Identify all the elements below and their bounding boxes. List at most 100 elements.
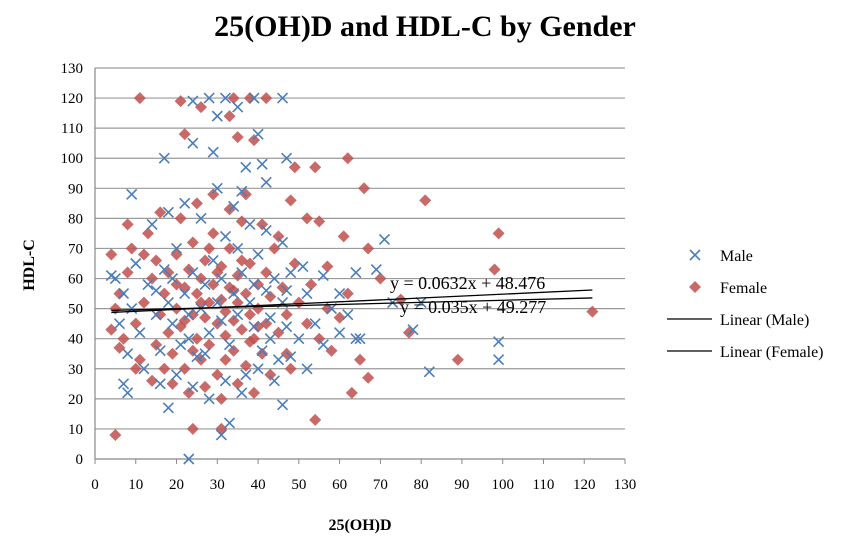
x-marker-icon xyxy=(264,333,276,345)
x-marker-icon xyxy=(187,95,199,107)
point-female xyxy=(219,329,232,342)
point-male xyxy=(187,95,199,107)
x-marker-icon xyxy=(187,381,199,393)
point-male xyxy=(232,101,244,113)
y-tick-label: 80 xyxy=(68,211,83,227)
point-female xyxy=(492,227,505,240)
x-marker-icon xyxy=(191,351,203,363)
point-female xyxy=(321,302,334,315)
point-female xyxy=(199,311,212,324)
point-male xyxy=(187,381,199,393)
x-marker-icon xyxy=(350,333,362,345)
x-marker-icon xyxy=(276,92,289,104)
x-marker-icon xyxy=(109,272,121,285)
y-tick-label: 100 xyxy=(61,151,84,167)
x-marker-icon xyxy=(219,375,232,387)
point-female xyxy=(170,278,183,291)
point-female xyxy=(203,296,216,309)
x-marker-icon xyxy=(493,354,505,366)
x-marker-icon xyxy=(228,288,240,300)
x-marker-icon xyxy=(407,324,419,336)
x-marker-icon xyxy=(183,309,195,321)
point-female xyxy=(158,287,171,300)
point-male xyxy=(493,336,505,348)
point-male xyxy=(276,92,289,104)
point-male xyxy=(248,92,260,104)
point-male xyxy=(154,378,166,390)
point-male xyxy=(154,345,166,357)
point-male xyxy=(130,257,142,270)
x-marker-icon xyxy=(117,288,130,300)
point-male xyxy=(191,351,203,363)
point-female xyxy=(178,362,191,375)
point-male xyxy=(183,309,195,321)
x-tick-label: 120 xyxy=(573,477,596,493)
x-marker-icon xyxy=(285,351,297,363)
point-male xyxy=(215,272,227,285)
point-male xyxy=(236,387,248,399)
point-male xyxy=(281,285,293,297)
gridlines xyxy=(94,67,626,464)
point-female xyxy=(109,428,122,441)
point-female xyxy=(113,287,126,300)
x-marker-icon xyxy=(268,375,280,387)
point-male xyxy=(228,288,240,300)
point-male xyxy=(150,285,162,297)
point-female xyxy=(321,260,334,273)
x-marker-icon xyxy=(179,197,191,209)
point-male xyxy=(117,378,130,390)
x-marker-icon xyxy=(301,288,313,300)
point-female xyxy=(362,371,375,384)
point-female xyxy=(333,311,346,324)
point-male xyxy=(150,309,162,321)
point-female xyxy=(227,314,240,327)
point-female xyxy=(252,320,265,333)
y-tick-label: 0 xyxy=(76,452,84,468)
x-tick-label: 110 xyxy=(532,477,554,493)
point-female xyxy=(586,305,599,318)
point-male xyxy=(264,333,276,345)
x-marker-icon xyxy=(334,327,346,339)
x-marker-icon xyxy=(248,321,260,333)
point-male xyxy=(187,266,199,279)
point-female xyxy=(190,332,203,345)
x-tick-label: 130 xyxy=(614,477,637,493)
point-male xyxy=(240,161,252,173)
point-female xyxy=(207,188,220,201)
x-marker-icon xyxy=(187,137,199,149)
x-marker-icon xyxy=(215,429,227,441)
point-female xyxy=(239,287,252,300)
point-female xyxy=(166,347,179,360)
point-female xyxy=(154,206,167,219)
point-female xyxy=(260,92,273,105)
point-female xyxy=(239,359,252,372)
point-female xyxy=(105,323,118,336)
point-male xyxy=(166,318,179,330)
point-female xyxy=(256,347,269,360)
x-marker-icon xyxy=(334,288,346,300)
point-male xyxy=(211,297,223,309)
point-male xyxy=(252,128,264,140)
point-male xyxy=(113,318,126,330)
point-female xyxy=(231,296,244,309)
point-female xyxy=(280,308,293,321)
point-female xyxy=(301,317,313,330)
x-marker-icon xyxy=(203,92,215,104)
point-male xyxy=(334,327,346,339)
x-tick-label: 40 xyxy=(251,477,266,493)
y-tick-label: 110 xyxy=(61,121,83,137)
x-marker-icon xyxy=(146,218,158,230)
point-female xyxy=(309,413,322,426)
x-marker-icon xyxy=(689,249,701,261)
x-marker-icon xyxy=(350,266,362,279)
point-female xyxy=(174,95,187,108)
y-tick-label: 50 xyxy=(68,302,83,318)
point-female xyxy=(313,332,326,345)
point-female xyxy=(113,341,126,354)
point-male xyxy=(370,263,382,276)
point-female xyxy=(374,272,387,285)
point-male xyxy=(281,321,293,333)
x-tick-label: 100 xyxy=(491,477,514,493)
tick-labels: 0 10 20 30 40 50 60 70 80 90 100 110 120 130 0 10 20 30 40… xyxy=(61,61,637,493)
